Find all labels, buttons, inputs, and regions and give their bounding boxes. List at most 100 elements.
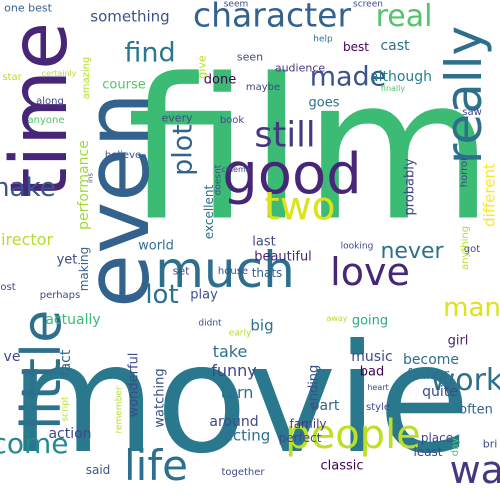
word-actually: actually bbox=[45, 312, 101, 328]
word-thats: thats bbox=[251, 266, 283, 280]
word-set: set bbox=[172, 264, 190, 278]
word-part: part bbox=[310, 398, 340, 414]
word-perhaps: perhaps bbox=[39, 290, 81, 301]
word-father: father bbox=[406, 367, 450, 383]
word-one-best: one best bbox=[4, 1, 52, 15]
word-director: director bbox=[0, 230, 54, 249]
word-around: around bbox=[209, 414, 259, 430]
word-play: play bbox=[190, 287, 218, 303]
word-find: find bbox=[124, 37, 176, 69]
word-character: character bbox=[192, 0, 352, 35]
word-something: something bbox=[90, 7, 170, 26]
word-anyone: anyone bbox=[27, 115, 65, 126]
word-different: different bbox=[480, 163, 499, 227]
word-book: book bbox=[219, 115, 245, 126]
word-way: way bbox=[449, 448, 500, 492]
word-lot: lot bbox=[145, 280, 179, 310]
word-doesnt: doesnt bbox=[213, 164, 224, 196]
word-audience: audience bbox=[274, 61, 326, 75]
word-people: people bbox=[285, 412, 421, 458]
word-cinema: cinema bbox=[221, 165, 251, 174]
word-real: real bbox=[375, 0, 433, 34]
word-star: star bbox=[2, 72, 22, 83]
word-finally: finally bbox=[380, 84, 406, 93]
word-last: last bbox=[252, 234, 276, 250]
word-really: really bbox=[435, 25, 493, 165]
word-two: two bbox=[264, 184, 336, 230]
word-every: every bbox=[161, 111, 193, 125]
word-big: big bbox=[250, 316, 274, 335]
word-much: much bbox=[155, 241, 295, 299]
word-music: music bbox=[351, 349, 393, 365]
word-early: early bbox=[228, 328, 252, 339]
word-done: done bbox=[203, 72, 237, 88]
word-saw: saw bbox=[462, 107, 482, 118]
word-come: come bbox=[0, 427, 69, 460]
word-still: still bbox=[254, 115, 316, 156]
word-world: world bbox=[138, 238, 174, 254]
word-certainly: certainly bbox=[41, 69, 77, 78]
word-take: take bbox=[212, 342, 248, 361]
word-heart: heart bbox=[367, 383, 389, 392]
word-make: make bbox=[0, 173, 56, 203]
word-turn: turn bbox=[220, 383, 254, 402]
word-perfect: perfect bbox=[278, 431, 322, 445]
word-away: away bbox=[326, 314, 348, 323]
word-house: house bbox=[217, 266, 249, 277]
word-looking: looking bbox=[340, 241, 374, 252]
word-anything: anything bbox=[460, 225, 471, 271]
word-amazing: amazing bbox=[81, 56, 92, 100]
word-seen: seen bbox=[236, 50, 264, 64]
word-girl: girl bbox=[447, 333, 469, 349]
word-probably: probably bbox=[402, 158, 418, 216]
word-place: place bbox=[420, 431, 454, 445]
word-watching: watching bbox=[152, 368, 168, 428]
word-work: work bbox=[430, 363, 500, 398]
word-although: although bbox=[369, 69, 433, 85]
word-life: life bbox=[124, 441, 188, 490]
word-wonderful: wonderful bbox=[126, 352, 142, 418]
word-yet: yet bbox=[56, 252, 78, 268]
word-quite: quite bbox=[422, 384, 458, 400]
word-remember: remember bbox=[114, 386, 125, 434]
word-got: got bbox=[463, 244, 481, 255]
word-going: going bbox=[351, 313, 389, 329]
word-classic: classic bbox=[320, 458, 364, 474]
word-action: action bbox=[48, 426, 92, 442]
word-funny: funny bbox=[211, 361, 257, 380]
word-man: man bbox=[443, 293, 500, 323]
word-course: course bbox=[102, 77, 146, 93]
word-script: script bbox=[60, 396, 71, 422]
word-love: love bbox=[330, 250, 410, 294]
word-maybe: maybe bbox=[245, 82, 281, 93]
word-ending: ending bbox=[306, 364, 322, 410]
word-ost: ost bbox=[0, 282, 16, 293]
word-give: give bbox=[195, 55, 209, 79]
word-said: said bbox=[85, 463, 111, 477]
word-fact: fact bbox=[58, 349, 74, 377]
word-bri: bri bbox=[482, 437, 498, 451]
word-making: making bbox=[77, 246, 91, 292]
word-family: family bbox=[289, 417, 327, 431]
word-become: become bbox=[402, 352, 460, 368]
word-movie: movie bbox=[9, 313, 471, 487]
word-style: style bbox=[366, 402, 390, 413]
word-cast: cast bbox=[380, 38, 410, 54]
word-best: best bbox=[343, 40, 369, 54]
word-performance: performance bbox=[76, 140, 92, 230]
word-made: made bbox=[309, 61, 387, 93]
word-least: least bbox=[413, 445, 443, 459]
word-ins: ins bbox=[86, 172, 95, 184]
word-never: never bbox=[380, 239, 444, 264]
word-screen: screen bbox=[353, 0, 383, 10]
word-horror: horror bbox=[459, 156, 470, 188]
word-film: film bbox=[126, 36, 494, 264]
word-good: good bbox=[222, 142, 362, 207]
word-bad: bad bbox=[359, 364, 385, 380]
word-goes: goes bbox=[308, 95, 340, 111]
word-along: along bbox=[36, 96, 64, 107]
word-often: often bbox=[459, 402, 493, 418]
word-together: together bbox=[221, 467, 265, 478]
word-ve: ve bbox=[3, 349, 21, 365]
